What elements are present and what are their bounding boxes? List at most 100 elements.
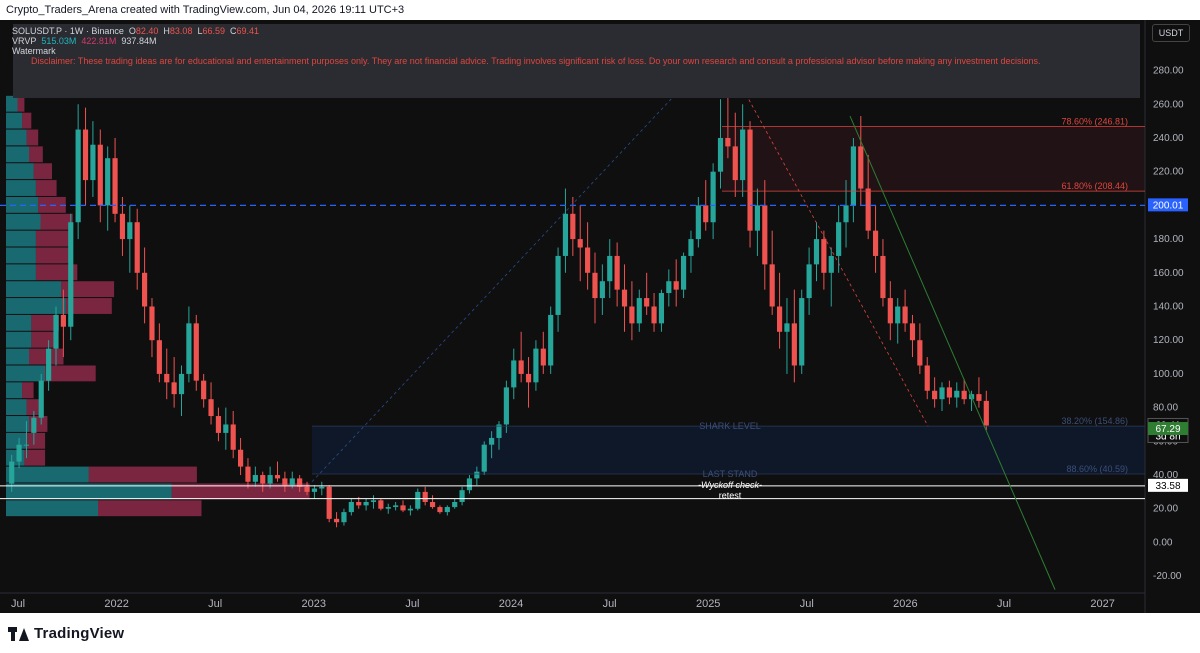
candle-body <box>297 478 303 487</box>
candle-body <box>710 171 716 223</box>
x-tick-label: 2026 <box>893 598 917 610</box>
candle-body <box>791 323 797 366</box>
volume-profile-down-bar <box>65 298 112 314</box>
candle-body <box>843 205 849 223</box>
chart-background <box>0 20 1200 613</box>
volume-profile-down-bar <box>22 112 32 129</box>
candle-body <box>533 348 539 383</box>
volume-profile-up-bar <box>6 112 23 129</box>
candle-body <box>496 424 502 438</box>
candle-body <box>319 486 325 489</box>
candle-body <box>821 239 827 273</box>
candle-body <box>142 272 148 307</box>
candle-body <box>38 380 44 418</box>
candle-body <box>311 488 317 492</box>
volume-profile-up-bar <box>6 466 89 483</box>
price-label-value: 67.29 <box>1155 424 1180 435</box>
x-tick-label: Jul <box>11 598 25 610</box>
candle-body <box>223 424 229 433</box>
price-label-value: 200.01 <box>1153 200 1184 211</box>
candle-body <box>880 255 886 299</box>
candle-body <box>585 247 591 273</box>
candle-body <box>548 314 554 366</box>
volume-profile-down-bar <box>24 449 46 466</box>
credit-text: Crypto_Traders_Arena created with Tradin… <box>6 4 405 16</box>
x-tick-label: 2023 <box>302 598 326 610</box>
candle-body <box>555 255 561 315</box>
volume-profile-up-bar <box>6 365 46 382</box>
candle-body <box>156 340 162 374</box>
candle-body <box>489 437 495 445</box>
candle-body <box>784 323 790 332</box>
volume-profile-up-bar <box>6 281 62 298</box>
footer-bar: TradingView <box>0 613 1200 653</box>
candle-body <box>865 188 871 231</box>
candle-body <box>341 512 347 523</box>
candle-body <box>850 146 856 206</box>
fib-zone <box>722 126 1145 192</box>
candle-body <box>208 399 214 417</box>
candle-body <box>703 205 709 223</box>
candle-body <box>909 323 916 341</box>
volume-profile-up-bar <box>6 213 41 230</box>
volume-profile-up-bar <box>6 483 172 500</box>
candle-body <box>407 508 413 511</box>
annotation-label: -Wyckoff check- <box>698 480 762 490</box>
candle-body <box>976 394 982 401</box>
chart-svg[interactable]: 300.00280.00260.00240.00220.00200.00180.… <box>0 20 1200 613</box>
candle-body <box>577 239 583 248</box>
candle-body <box>46 348 52 381</box>
volume-profile-up-bar <box>6 146 29 163</box>
candle-body <box>90 144 96 181</box>
volume-profile-down-bar <box>33 163 52 180</box>
tradingview-logo-icon <box>8 626 30 641</box>
y-tick-label: 0.00 <box>1153 537 1173 548</box>
candle-body <box>348 501 354 513</box>
volume-profile-down-bar <box>35 247 73 264</box>
candle-body <box>474 471 480 479</box>
candle-body <box>954 390 960 398</box>
candle-body <box>592 272 598 299</box>
candle-body <box>119 213 126 240</box>
y-tick-label: 140.00 <box>1153 302 1184 313</box>
candle-body <box>385 507 391 509</box>
y-tick-label: 160.00 <box>1153 268 1184 279</box>
chart-area[interactable]: 300.00280.00260.00240.00220.00200.00180.… <box>0 20 1200 613</box>
candle-body <box>983 400 989 426</box>
volume-profile-down-bar <box>17 95 25 112</box>
candle-body <box>629 306 635 324</box>
volume-profile-down-bar <box>26 432 46 449</box>
disclaimer-box <box>13 24 1140 98</box>
volume-profile-up-bar <box>6 348 29 365</box>
candle-body <box>237 449 244 467</box>
candle-body <box>289 478 295 486</box>
fib-label: 61.80% (208.44) <box>1061 181 1128 191</box>
currency-button[interactable]: USDT <box>1152 24 1190 42</box>
candle-body <box>53 314 59 349</box>
annotation-label: LAST STAND <box>703 469 758 479</box>
low-label: L <box>197 26 203 36</box>
candle-body <box>621 289 628 307</box>
fib-label: 38.20% (154.86) <box>1061 416 1128 426</box>
high-label: H <box>163 26 170 36</box>
candle-body <box>725 137 731 147</box>
candle-body <box>872 230 879 256</box>
volume-profile-up-bar <box>6 500 98 517</box>
candle-body <box>164 373 170 383</box>
candle-body <box>887 298 893 324</box>
vrvp-total: 937.84M <box>121 36 157 46</box>
candle-body <box>260 475 266 484</box>
candle-body <box>356 501 362 506</box>
candle-body <box>946 387 952 398</box>
candle-body <box>917 340 923 366</box>
candle-body <box>193 323 199 381</box>
volume-profile-up-bar <box>6 180 36 196</box>
tradingview-logo[interactable]: TradingView <box>8 625 124 642</box>
price-label-box <box>1148 422 1188 436</box>
candle-body <box>828 255 834 273</box>
fib-diagonal-down <box>719 46 929 427</box>
candle-body <box>326 486 332 519</box>
candle-body <box>570 213 576 240</box>
candle-body <box>304 486 310 492</box>
y-tick-label: 260.00 <box>1153 99 1184 110</box>
